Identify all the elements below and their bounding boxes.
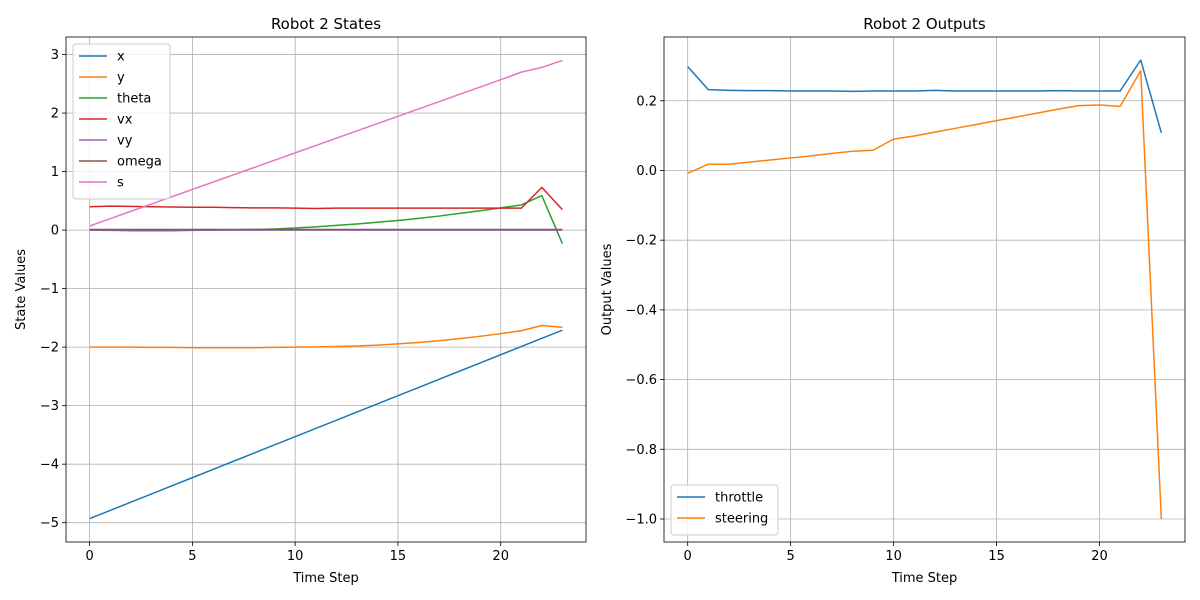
x-tick-label: 20: [1091, 549, 1108, 564]
y-tick-label: 0.2: [636, 94, 657, 109]
x-tick-label: 20: [492, 549, 509, 564]
legend-label-x: x: [117, 50, 125, 65]
x-tick-label: 10: [885, 549, 902, 564]
y-tick-label: −4: [40, 458, 59, 473]
y-tick-label: 1: [51, 165, 59, 180]
series-line-steering: [687, 70, 1163, 520]
y-tick-label: −0.6: [625, 373, 657, 388]
legend-label-theta: theta: [117, 92, 151, 107]
legend: throttle steering: [670, 484, 779, 536]
series-line-throttle: [687, 59, 1163, 134]
y-tick-label: −3: [40, 399, 59, 414]
series-line-vx: [89, 186, 563, 211]
axes-frame: [65, 36, 587, 543]
y-tick-label: −0.4: [625, 303, 657, 318]
x-tick-label: 0: [684, 549, 692, 564]
y-tick-label: −5: [40, 516, 59, 531]
x-tick-label: 15: [988, 549, 1005, 564]
y-tick-label: 0.0: [636, 164, 657, 179]
x-tick-label: 5: [787, 549, 795, 564]
x-axis-label: Time Step: [891, 571, 958, 586]
y-axis-label: Output Values: [600, 243, 615, 335]
chart-title: Robot 2 Outputs: [863, 15, 986, 33]
y-axis-label: State Values: [14, 249, 29, 330]
series-line-x: [89, 329, 563, 520]
y-tick-label: −1: [40, 282, 59, 297]
y-tick-label: 3: [51, 48, 59, 63]
y-tick-label: 0: [51, 224, 59, 239]
series-line-y: [89, 324, 563, 349]
legend-label-vx: vx: [117, 113, 133, 128]
y-tick-label: −0.2: [625, 234, 657, 249]
y-tick-label: −0.8: [625, 443, 657, 458]
x-axis-label: Time Step: [292, 571, 359, 586]
chart-2: 0 5 10 15 20 −1.0 −0.8 −0.6 −0.4 −0.2 0.0 0.2 Robot …: [600, 15, 1186, 586]
y-tick-label: −2: [40, 341, 59, 356]
x-tick-label: 10: [287, 549, 304, 564]
axes-frame: [663, 36, 1186, 543]
legend-label-steering: steering: [715, 512, 768, 527]
legend-label-omega: omega: [117, 155, 162, 170]
legend-label-y: y: [117, 71, 125, 86]
legend-label-throttle: throttle: [715, 491, 763, 506]
x-tick-label: 0: [85, 549, 93, 564]
chart-1: 0 5 10 15 20 −5 −4 −3 −2 −1 0 1 2 3 Robot 2 States Time…: [14, 15, 587, 586]
legend: xy theta vx vy omega s: [72, 43, 171, 200]
x-tick-label: 15: [390, 549, 407, 564]
legend-label-vy: vy: [117, 134, 133, 149]
y-tick-label: 2: [51, 107, 59, 122]
y-tick-label: −1.0: [625, 512, 657, 527]
chart-title: Robot 2 States: [271, 15, 381, 33]
legend-label-s: s: [117, 176, 124, 191]
x-tick-label: 5: [188, 549, 196, 564]
